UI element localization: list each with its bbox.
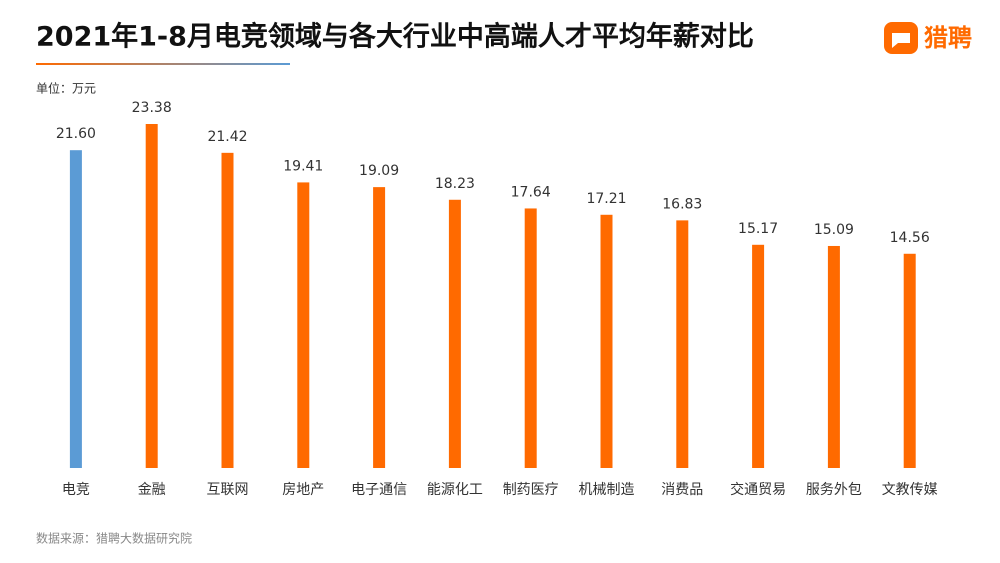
x-tick-label: 消费品 — [661, 482, 703, 498]
title-underline — [36, 63, 290, 65]
bar — [600, 214, 613, 468]
bar — [297, 182, 310, 468]
bar — [676, 220, 689, 468]
value-label: 21.60 — [56, 126, 96, 142]
x-tick-label: 房地产 — [282, 482, 324, 498]
source-note: 数据来源：猎聘大数据研究院 — [36, 531, 192, 546]
bar — [145, 124, 158, 468]
x-tick-label: 电子通信 — [351, 482, 407, 498]
bar — [448, 199, 461, 468]
bar — [69, 150, 82, 468]
value-label: 16.83 — [662, 196, 702, 212]
x-tick-label: 能源化工 — [427, 482, 483, 498]
x-tick-label: 机械制造 — [579, 482, 635, 498]
x-tick-label: 交通贸易 — [730, 481, 786, 498]
x-tick-label: 电竞 — [62, 481, 90, 498]
value-label: 23.38 — [132, 100, 172, 116]
chart-title: 2021年1-8月电竞领域与各大行业中高端人才平均年薪对比 — [36, 21, 754, 53]
x-tick-label: 文教传媒 — [882, 482, 938, 498]
value-label: 18.23 — [435, 176, 475, 192]
brand-name: 猎聘 — [924, 24, 972, 52]
bar — [373, 187, 386, 469]
value-label: 19.41 — [283, 158, 323, 174]
bar — [221, 152, 234, 468]
unit-label: 单位：万元 — [36, 81, 96, 96]
value-label: 15.17 — [738, 221, 778, 237]
value-label: 21.42 — [207, 129, 247, 145]
bar — [752, 244, 765, 468]
value-label: 19.09 — [359, 163, 399, 179]
value-label: 14.56 — [890, 230, 930, 246]
value-label: 17.21 — [586, 191, 626, 207]
bar — [524, 208, 537, 469]
x-tick-label: 互联网 — [207, 482, 249, 498]
x-tick-label: 制药医疗 — [503, 482, 559, 498]
brand-icon-bubble — [892, 33, 910, 48]
bar — [903, 253, 916, 468]
value-label: 17.64 — [511, 184, 551, 200]
x-tick-label: 金融 — [138, 482, 166, 498]
x-tick-label: 服务外包 — [806, 482, 862, 498]
value-label: 15.09 — [814, 222, 854, 238]
bar — [827, 245, 840, 468]
